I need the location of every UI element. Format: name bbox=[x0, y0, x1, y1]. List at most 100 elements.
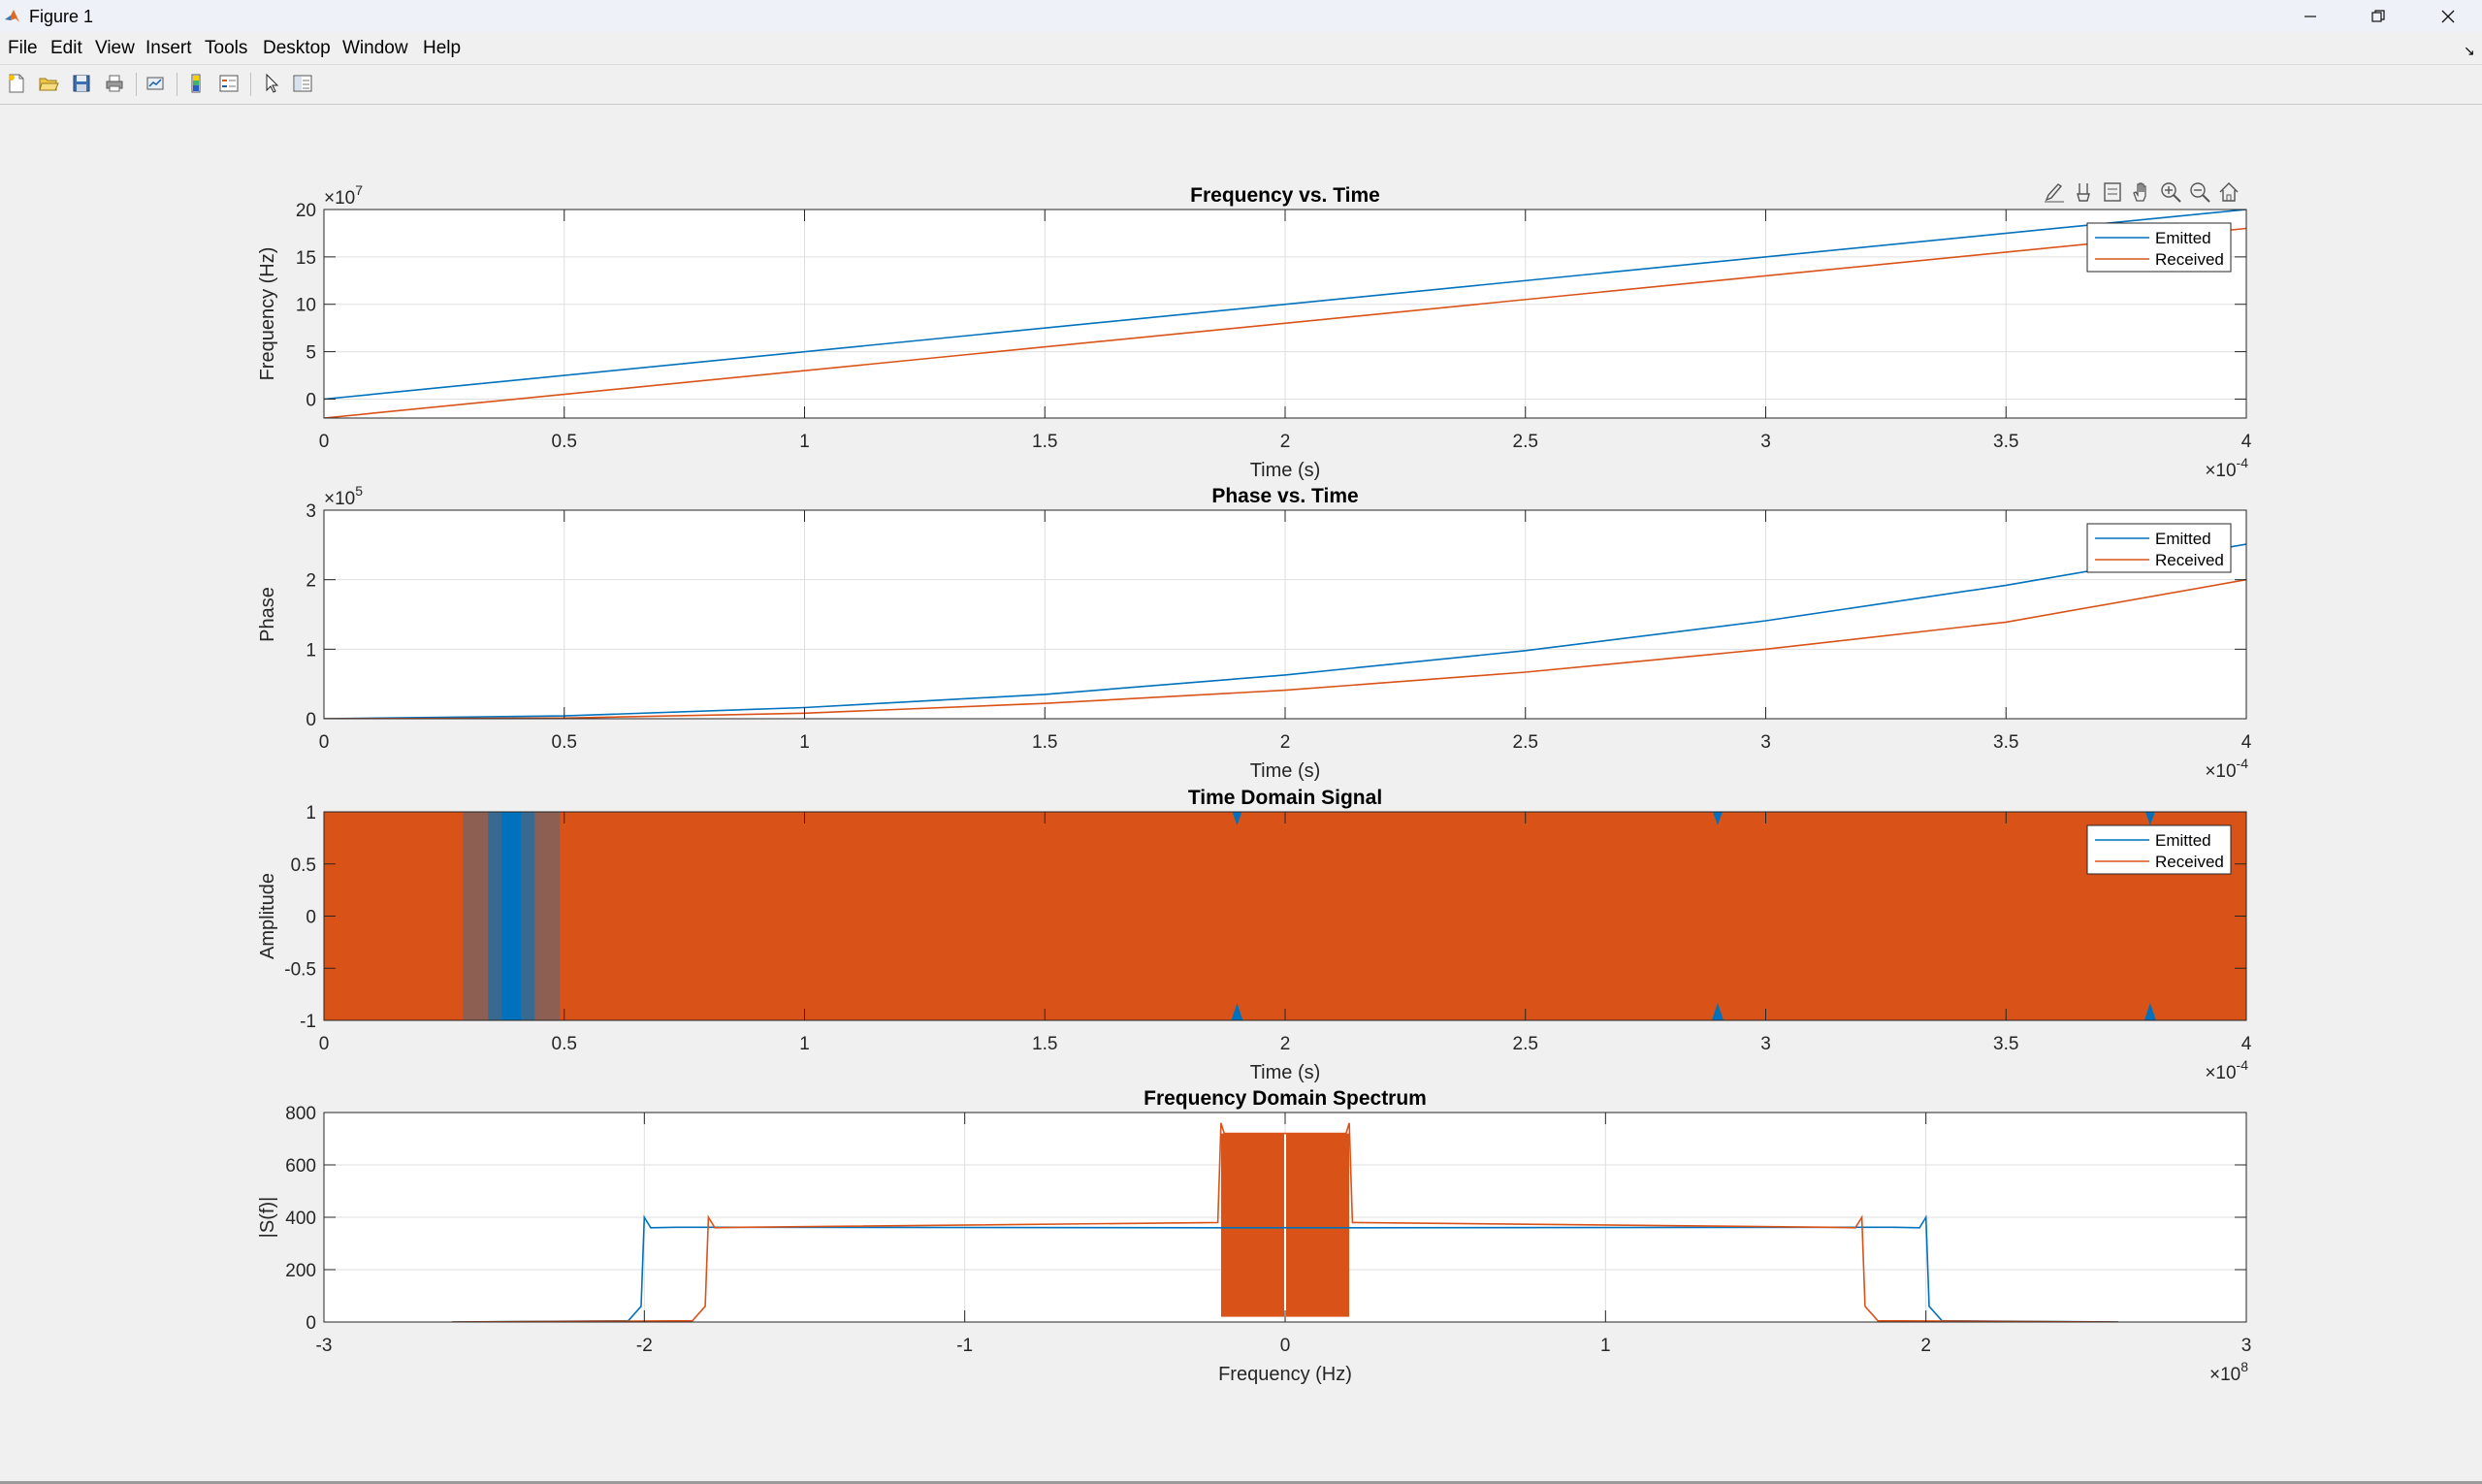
home-icon bbox=[2219, 182, 2239, 202]
new-figure-button[interactable] bbox=[3, 70, 30, 97]
y-exponent-label: ×107 bbox=[324, 182, 363, 209]
subplot-2: 0 0.5 1 1.5 2 2.5 3 3.5 4 0 1 2 3 Phase vs. Time Time … bbox=[257, 483, 2252, 782]
menu-bar: File Edit View Insert Tools Desktop Wind… bbox=[0, 35, 2482, 64]
y-tick-label: 3 bbox=[306, 501, 316, 522]
x-tick-label: 2 bbox=[1920, 1336, 1931, 1356]
x-tick-label: -2 bbox=[636, 1336, 653, 1356]
save-button[interactable] bbox=[68, 70, 95, 97]
x-tick-label: 4 bbox=[2241, 432, 2252, 452]
emitted-spike-top bbox=[1232, 812, 1242, 825]
edit-plot-arrow-icon bbox=[266, 73, 279, 93]
brush-button[interactable] bbox=[2041, 178, 2068, 206]
colorbar-button[interactable] bbox=[182, 70, 210, 97]
legend-box bbox=[2086, 523, 2232, 573]
x-exponent-label: ×108 bbox=[2209, 1359, 2248, 1385]
y-tick-label: 15 bbox=[296, 248, 316, 269]
open-file-icon bbox=[39, 78, 59, 91]
home-button[interactable] bbox=[2215, 178, 2242, 206]
menu-help[interactable]: Help bbox=[423, 38, 462, 58]
x-tick-label: 2 bbox=[1280, 432, 1291, 452]
restore-button[interactable] bbox=[2345, 0, 2411, 32]
y-tick-label: 0.5 bbox=[291, 855, 316, 876]
x-exponent-label: ×10-4 bbox=[2205, 1057, 2248, 1083]
menu-file[interactable]: File bbox=[8, 38, 38, 58]
legend-box bbox=[2086, 824, 2232, 875]
x-tick-label: 3 bbox=[1760, 432, 1771, 452]
x-tick-label: 2 bbox=[1280, 1034, 1291, 1054]
x-tick-label: 0 bbox=[319, 432, 330, 452]
legend: Emitted Received bbox=[2086, 824, 2232, 875]
minimize-button[interactable] bbox=[2277, 0, 2343, 32]
series-emitted bbox=[324, 210, 2246, 401]
x-tick-label: 1 bbox=[1600, 1336, 1611, 1356]
y-tick-label: 20 bbox=[296, 201, 316, 221]
legend-button[interactable] bbox=[215, 70, 242, 97]
subplot-3: 0 0.5 1 1.5 2 2.5 3 3.5 4 -1 -0.5 0 0.5 1 Time Domain … bbox=[257, 787, 2252, 1083]
property-inspector-icon bbox=[293, 75, 312, 92]
x-tick-label: 0.5 bbox=[552, 1034, 577, 1054]
pan-button[interactable] bbox=[2128, 178, 2155, 206]
y-tick-label: 2 bbox=[306, 571, 316, 592]
legend-label: Emitted bbox=[2155, 831, 2211, 850]
plot-series bbox=[324, 210, 2246, 418]
subplot-title: Time Domain Signal bbox=[1188, 787, 1382, 809]
emitted-spike-bottom bbox=[1711, 1003, 1724, 1020]
legend-label: Emitted bbox=[2155, 530, 2211, 548]
x-tick-label: 0.5 bbox=[552, 732, 577, 753]
menu-view[interactable]: View bbox=[95, 38, 135, 58]
y-tick-label: 0 bbox=[306, 908, 316, 928]
menu-edit[interactable]: Edit bbox=[50, 38, 82, 58]
x-exponent-label: ×10-4 bbox=[2205, 455, 2248, 481]
x-tick-label: -1 bbox=[956, 1336, 973, 1356]
y-axis-label: Amplitude bbox=[257, 873, 278, 959]
open-file-button[interactable] bbox=[35, 70, 62, 97]
y-tick-label: 400 bbox=[285, 1209, 316, 1229]
menu-insert[interactable]: Insert bbox=[145, 38, 192, 58]
menu-desktop[interactable]: Desktop bbox=[263, 38, 331, 58]
brush-icon bbox=[2045, 183, 2064, 203]
restore-view-button[interactable] bbox=[2099, 178, 2126, 206]
minimize-icon bbox=[2305, 15, 2316, 17]
property-inspector-button[interactable] bbox=[289, 70, 316, 97]
zoom-in-button[interactable] bbox=[2157, 178, 2184, 206]
link-plot-button[interactable] bbox=[142, 70, 169, 97]
legend-label: Received bbox=[2155, 250, 2224, 269]
y-axis-label: |S(f)| bbox=[257, 1197, 278, 1239]
edit-plot-button[interactable] bbox=[258, 70, 285, 97]
legend: Emitted Received bbox=[2086, 523, 2232, 573]
x-tick-label: 3.5 bbox=[1993, 1034, 2018, 1054]
subplot-1: 0 0.5 1 1.5 2 2.5 3 3.5 4 0 5 10 15 20 Frequency vs. T… bbox=[257, 182, 2252, 481]
expand-corner-icon[interactable]: ↘ bbox=[2464, 43, 2475, 58]
series-received bbox=[324, 578, 2246, 719]
y-tick-label: -1 bbox=[300, 1012, 316, 1032]
x-tick-label: 3.5 bbox=[1993, 432, 2018, 452]
y-tick-label: 10 bbox=[296, 296, 316, 316]
x-tick-label: -3 bbox=[316, 1336, 333, 1356]
restore-view-icon bbox=[2104, 182, 2121, 202]
legend-label: Emitted bbox=[2155, 229, 2211, 247]
series-received bbox=[324, 227, 2246, 418]
window-bottom-border bbox=[0, 1481, 2482, 1484]
x-axis-label: Time (s) bbox=[1250, 460, 1321, 481]
close-button[interactable] bbox=[2415, 0, 2481, 32]
x-tick-label: 2 bbox=[1280, 732, 1291, 753]
matlab-icon bbox=[5, 10, 19, 22]
data-tips-button[interactable] bbox=[2070, 178, 2097, 206]
x-tick-label: 1 bbox=[799, 732, 810, 753]
menu-tools[interactable]: Tools bbox=[205, 38, 248, 58]
y-axis-label: Frequency (Hz) bbox=[257, 247, 278, 381]
new-figure-icon bbox=[9, 74, 24, 93]
x-tick-label: 3 bbox=[2241, 1336, 2252, 1356]
x-tick-label: 3 bbox=[1760, 1034, 1771, 1054]
legend-icon bbox=[219, 75, 239, 92]
emitted-spike-top bbox=[1712, 812, 1723, 825]
x-tick-label: 4 bbox=[2241, 1034, 2252, 1054]
print-button[interactable] bbox=[101, 70, 128, 97]
emitted-spike-top bbox=[2144, 812, 2155, 825]
emitted-spike-bottom bbox=[2144, 1003, 2156, 1020]
legend: Emitted Received bbox=[2086, 222, 2232, 273]
x-axis-label: Time (s) bbox=[1250, 760, 1321, 782]
menu-window[interactable]: Window bbox=[342, 38, 408, 58]
zoom-out-button[interactable] bbox=[2186, 178, 2213, 206]
